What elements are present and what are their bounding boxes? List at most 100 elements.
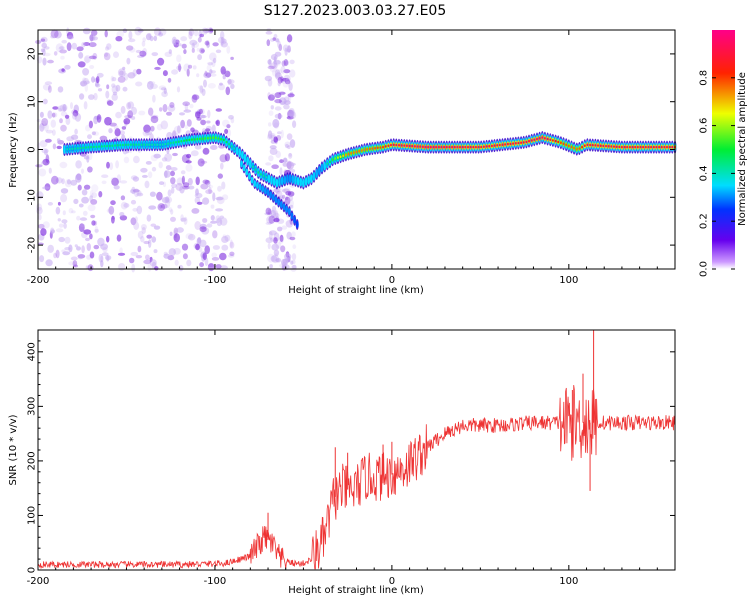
noise-speck: [116, 174, 122, 184]
noise-speck: [150, 115, 159, 124]
noise-speck: [150, 114, 159, 119]
colorbar-tick-label: 0.4: [699, 165, 710, 181]
noise-speck: [173, 247, 181, 255]
noise-speck: [78, 223, 85, 233]
noise-speck: [189, 103, 194, 109]
ridge-core: [634, 145, 637, 149]
noise-speck: [206, 120, 211, 124]
noise-speck: [151, 166, 157, 172]
ridge-core: [644, 145, 647, 149]
noise-speck: [157, 57, 165, 66]
noise-speck: [174, 259, 179, 266]
noise-speck: [285, 77, 290, 85]
noise-speck: [89, 251, 95, 259]
noise-speck: [201, 88, 206, 97]
ridge-core: [642, 145, 645, 149]
noise-speck: [290, 260, 294, 265]
ridge-core: [161, 143, 164, 146]
noise-speck: [275, 257, 282, 263]
colorbar-ticks: 0.0 0.2 0.4 0.6 0.8: [699, 70, 735, 277]
ridge-core: [156, 143, 159, 146]
noise-speck: [191, 208, 200, 214]
ridge-core: [655, 145, 658, 149]
noise-speck: [110, 177, 116, 182]
noise-speck: [130, 199, 137, 205]
noise-speck: [265, 207, 272, 215]
noise-speck: [163, 88, 167, 95]
ridge-body: [323, 161, 327, 171]
noise-speck: [143, 124, 151, 133]
noise-speck: [277, 76, 283, 84]
noise-speck: [106, 100, 114, 106]
noise-speck: [274, 99, 282, 104]
noise-speck: [192, 41, 199, 48]
noise-speck: [42, 83, 51, 91]
noise-speck: [105, 90, 110, 99]
spectrogram-xlabel: Height of straight line (km): [288, 285, 424, 296]
noise-speck: [224, 128, 229, 134]
ridge-body: [246, 156, 250, 166]
figure-title: S127.2023.003.03.27.E05: [264, 3, 447, 19]
noise-speck: [288, 109, 295, 118]
ridge-body: [312, 171, 316, 181]
noise-speck: [170, 209, 174, 215]
noise-speck: [270, 255, 278, 262]
noise-speck: [116, 30, 124, 38]
noise-speck: [88, 94, 95, 100]
spectrogram-ytick-label: -20: [27, 237, 38, 253]
noise-speck: [282, 44, 289, 52]
noise-speck: [133, 188, 140, 198]
noise-speck: [288, 107, 295, 114]
noise-speck: [141, 40, 146, 47]
ridge-core: [233, 147, 236, 150]
noise-speck: [226, 124, 231, 129]
noise-speck: [285, 48, 291, 53]
noise-speck: [192, 94, 200, 100]
ridge-body: [299, 177, 303, 187]
ridge-core: [132, 143, 135, 146]
noise-speck: [83, 229, 92, 235]
noise-speck: [273, 33, 278, 39]
ridge-body: [278, 177, 281, 187]
noise-speck: [85, 265, 89, 270]
ridge-core: [347, 152, 350, 156]
noise-speck: [208, 184, 214, 189]
noise-speck: [73, 264, 78, 268]
ridge-core: [493, 144, 496, 147]
ridge-core: [652, 145, 655, 149]
spectrogram-ytick-label: 0: [27, 146, 38, 152]
noise-speck: [124, 115, 132, 119]
noise-speck: [210, 204, 215, 209]
colorbar-tick-label: 0.6: [699, 118, 710, 134]
noise-speck: [135, 255, 143, 259]
noise-speck: [101, 252, 109, 257]
noise-speck: [286, 34, 293, 43]
noise-speck: [129, 189, 137, 194]
noise-speck: [186, 153, 192, 159]
spectrogram-xtick-label: -100: [204, 275, 227, 286]
noise-speck: [286, 200, 290, 204]
noise-speck: [209, 52, 217, 61]
noise-speck: [211, 257, 220, 261]
ridge-core: [95, 145, 98, 149]
noise-speck: [84, 55, 92, 63]
ridge-core: [435, 145, 438, 149]
ridge-body: [275, 178, 279, 188]
ridge-core: [549, 138, 552, 141]
noise-speck: [123, 156, 130, 164]
ridge-core: [620, 145, 623, 149]
noise-speck: [192, 65, 197, 70]
noise-speck: [61, 178, 65, 185]
ridge-core: [472, 145, 475, 149]
ridge-core: [212, 136, 215, 139]
noise-speck: [122, 66, 126, 71]
noise-speck: [84, 83, 89, 92]
branch-body: [250, 176, 254, 184]
noise-speck: [191, 94, 198, 103]
noise-speck: [114, 128, 121, 137]
ridge-core: [222, 138, 225, 142]
noise-speck: [45, 154, 50, 164]
noise-speck: [278, 97, 287, 106]
ridge-core: [135, 143, 138, 146]
noise-speck: [126, 102, 131, 110]
